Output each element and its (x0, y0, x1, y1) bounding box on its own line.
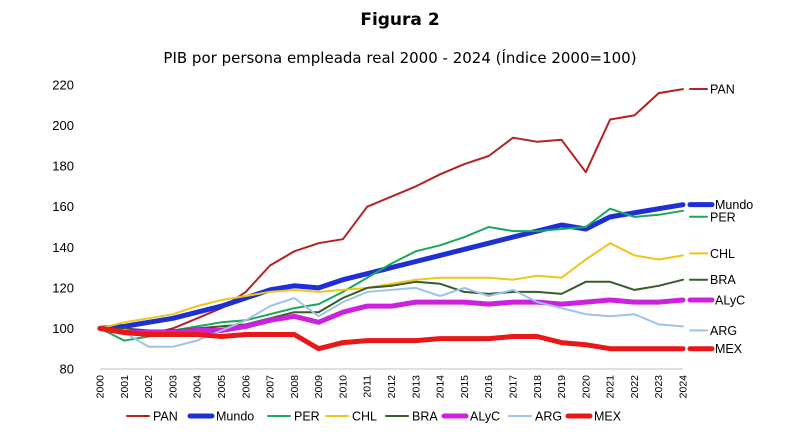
end-label-per: PER (710, 210, 736, 224)
x-tick-label-2023: 2023 (653, 375, 665, 399)
x-tick-label-2019: 2019 (556, 375, 568, 399)
y-tick-label-100: 100 (52, 321, 74, 336)
x-tick-label-2006: 2006 (240, 375, 252, 399)
end-label-alyc: ALyC (715, 294, 745, 308)
y-tick-label-160: 160 (52, 199, 74, 214)
series-line-alyc (97, 297, 686, 335)
x-tick-label-2012: 2012 (386, 375, 398, 399)
legend-label-arg: ARG (535, 410, 562, 424)
series-line-per (99, 207, 684, 342)
x-tick-label-2002: 2002 (143, 375, 155, 399)
legend-label-mundo: Mundo (216, 410, 254, 424)
x-tick-label-2015: 2015 (459, 375, 471, 399)
series-line-mundo (97, 202, 686, 331)
end-label-mex: MEX (715, 342, 743, 356)
x-tick-label-2014: 2014 (435, 375, 447, 399)
y-tick-label-80: 80 (60, 362, 74, 377)
legend-label-pan: PAN (153, 410, 178, 424)
x-tick-label-2000: 2000 (95, 375, 107, 399)
legend-label-alyc: ALyC (470, 410, 500, 424)
x-tick-label-2004: 2004 (192, 375, 204, 399)
x-tick-label-2010: 2010 (337, 375, 349, 399)
legend-label-mex: MEX (594, 410, 622, 424)
x-tick-label-2017: 2017 (507, 375, 519, 399)
legend-label-bra: BRA (412, 410, 438, 424)
x-tick-label-2018: 2018 (532, 375, 544, 399)
legend-label-per: PER (294, 410, 320, 424)
end-label-mundo: Mundo (715, 198, 753, 212)
x-tick-label-2016: 2016 (483, 375, 495, 399)
x-tick-label-2011: 2011 (362, 375, 374, 398)
x-tick-label-2009: 2009 (313, 375, 325, 399)
x-tick-label-2024: 2024 (678, 375, 690, 399)
x-tick-label-2005: 2005 (216, 375, 228, 399)
x-tick-label-2020: 2020 (580, 375, 592, 399)
end-label-chl: CHL (710, 247, 735, 261)
x-tick-label-2021: 2021 (605, 375, 617, 399)
legend-label-chl: CHL (352, 410, 377, 424)
x-tick-label-2007: 2007 (265, 375, 277, 399)
y-tick-label-180: 180 (52, 159, 74, 174)
end-label-bra: BRA (710, 273, 736, 287)
series-line-chl (99, 242, 684, 330)
series-line-mex (97, 325, 686, 352)
y-tick-label-200: 200 (52, 118, 74, 133)
end-label-pan: PAN (710, 83, 735, 97)
x-tick-label-2013: 2013 (410, 375, 422, 399)
series-lines (97, 88, 686, 352)
x-tick-label-2003: 2003 (167, 375, 179, 399)
y-tick-label-140: 140 (52, 240, 74, 255)
x-tick-label-2008: 2008 (289, 375, 301, 399)
end-label-arg: ARG (710, 324, 737, 338)
legend: PAN Mundo PER CHL BRA ALyC ARG MEX (126, 410, 622, 424)
y-tick-label-220: 220 (52, 78, 74, 93)
series-line-pan (99, 88, 684, 336)
axes: 80 100 120 140 160 180 200 220 2000 2001 2002 2003 2… (52, 78, 689, 399)
x-tick-label-2001: 2001 (119, 375, 131, 399)
series-line-arg (99, 286, 684, 348)
x-tick-label-2022: 2022 (629, 375, 641, 399)
y-tick-label-120: 120 (52, 280, 74, 295)
figure-label: Figura 2 (360, 10, 439, 30)
chart-title: PIB por persona empleada real 2000 - 202… (163, 48, 636, 67)
